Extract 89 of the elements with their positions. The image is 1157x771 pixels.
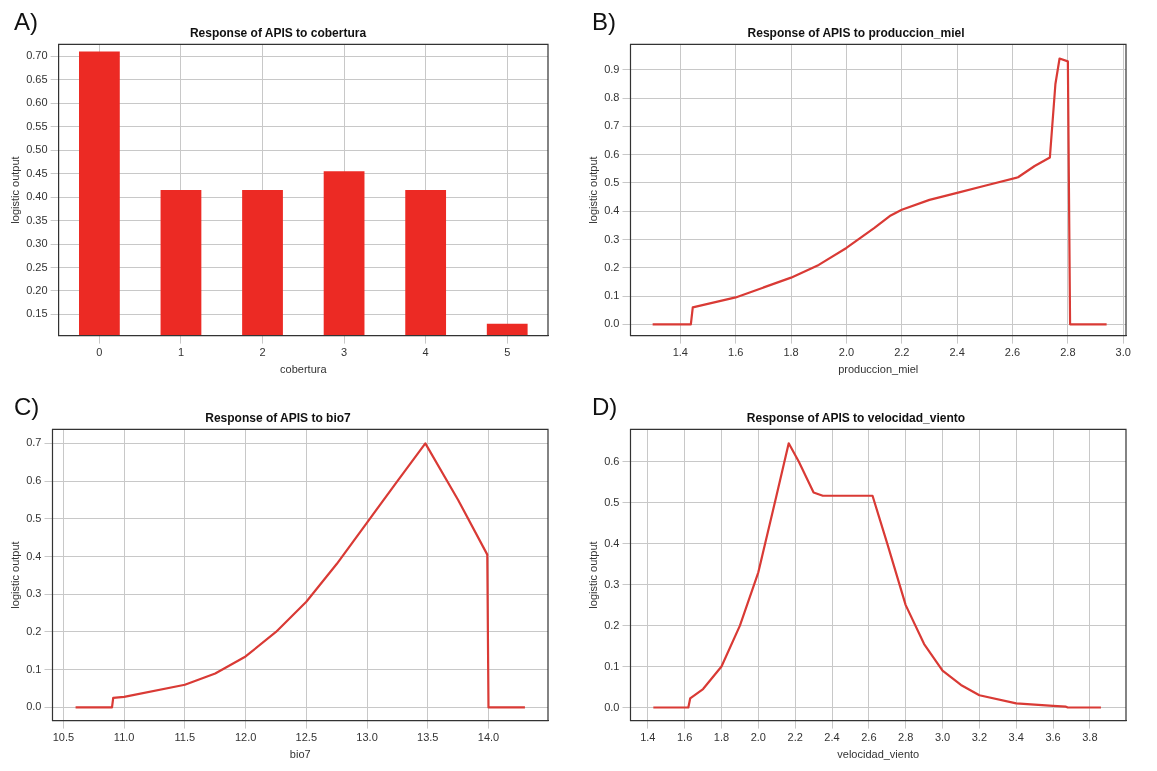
y-tick-label: 0.0 (26, 700, 42, 713)
x-tick-label: 2.4 (949, 346, 965, 359)
y-tick-label: 0.1 (604, 289, 620, 302)
x-axis-title: produccion_miel (838, 363, 919, 376)
y-tick-label: 0.4 (26, 549, 42, 562)
x-tick-label: 13.5 (417, 731, 439, 744)
y-tick-label: 0.2 (26, 624, 42, 637)
y-tick-label: 0.25 (26, 260, 48, 273)
x-tick-label: 10.5 (52, 731, 75, 744)
x-tick-label: 1.8 (713, 731, 730, 744)
x-tick-label: 2.0 (838, 346, 855, 359)
y-axis-title: logistic output (8, 541, 21, 609)
y-tick-label: 0.50 (26, 143, 48, 156)
text: A) (14, 8, 38, 36)
x-tick-label: 2.6 (861, 731, 877, 744)
x-tick-label: 13.0 (356, 731, 378, 744)
chart-title: Response of APIS to velocidad_viento (746, 410, 966, 425)
y-tick-label: 0.65 (26, 72, 48, 85)
y-tick-label: 0.0 (604, 700, 620, 713)
x-axis-title: bio7 (289, 748, 311, 761)
x-tick-label: 1.4 (672, 346, 688, 359)
x-tick-label: 1.4 (640, 731, 656, 744)
y-tick-label: 0.1 (604, 659, 620, 672)
y-tick-label: 0.6 (26, 474, 42, 487)
y-tick-label: 0.70 (26, 49, 48, 62)
y-tick-label: 0.5 (26, 511, 42, 524)
y-tick-label: 0.7 (26, 436, 42, 449)
x-tick-label: 3.0 (934, 731, 951, 744)
x-tick-label: 0 (96, 346, 103, 359)
x-tick-label: 12.0 (234, 731, 257, 744)
text: D) (592, 393, 618, 421)
y-tick-label: 0.4 (604, 204, 620, 217)
x-tick-label: 3 (341, 346, 348, 359)
y-tick-label: 0.60 (26, 96, 48, 109)
x-tick-label: 2.8 (898, 731, 914, 744)
x-tick-label: 2.6 (1004, 346, 1021, 359)
x-tick-label: 2.2 (787, 731, 803, 744)
x-tick-label: 3.8 (1082, 731, 1098, 744)
y-axis-title: logistic output (586, 156, 599, 224)
x-tick-label: 2.0 (750, 731, 766, 744)
y-tick-label: 0.9 (604, 62, 620, 75)
x-tick-label: 3.6 (1045, 731, 1061, 744)
x-tick-label: 11.5 (174, 731, 196, 744)
y-tick-label: 0.3 (604, 232, 620, 245)
y-tick-label: 0.1 (26, 662, 42, 675)
x-tick-label: 2 (259, 346, 266, 359)
x-tick-label: 1.6 (677, 731, 693, 744)
y-tick-label: 0.8 (604, 91, 620, 104)
x-tick-label: 12.5 (295, 731, 318, 744)
text: B) (592, 8, 616, 36)
x-tick-label: 2.8 (1060, 346, 1076, 359)
y-tick-label: 0.2 (604, 260, 620, 273)
x-tick-label: 3.4 (1008, 731, 1024, 744)
x-tick-label: 2.4 (824, 731, 840, 744)
x-tick-label: 1.6 (728, 346, 744, 359)
y-tick-label: 0.20 (26, 284, 48, 297)
x-tick-label: 14.0 (477, 731, 500, 744)
x-tick-label: 11.0 (113, 731, 135, 744)
y-tick-label: 0.45 (26, 166, 48, 179)
y-tick-label: 0.6 (604, 147, 620, 160)
y-tick-label: 0.55 (26, 119, 48, 132)
y-tick-label: 0.3 (26, 587, 42, 600)
chart-title: Response of APIS to produccion_miel (747, 25, 965, 40)
chart-title: Response of APIS to cobertura (189, 25, 367, 40)
y-axis-title: logistic output (586, 541, 599, 609)
x-tick-label: 4 (422, 346, 429, 359)
x-axis-title: cobertura (280, 363, 328, 376)
y-tick-label: 0.30 (26, 237, 48, 250)
y-tick-label: 0.0 (604, 317, 620, 330)
y-tick-label: 0.2 (604, 618, 620, 631)
y-tick-label: 0.35 (26, 213, 48, 226)
x-tick-label: 3.2 (971, 731, 988, 744)
x-tick-label: 1.8 (783, 346, 799, 359)
y-tick-label: 0.6 (604, 454, 620, 467)
y-tick-label: 0.5 (604, 175, 620, 188)
y-axis-title: logistic output (8, 156, 21, 224)
text: C) (14, 393, 40, 421)
y-tick-label: 0.7 (604, 119, 620, 132)
x-tick-label: 2.2 (894, 346, 910, 359)
y-tick-label: 0.4 (604, 536, 620, 549)
x-tick-label: 1 (177, 346, 185, 359)
chart-title: Response of APIS to bio7 (205, 410, 352, 425)
y-tick-label: 0.40 (26, 190, 48, 203)
y-tick-label: 0.5 (604, 495, 620, 508)
y-tick-label: 0.3 (604, 577, 620, 590)
x-tick-label: 3.0 (1115, 346, 1131, 359)
x-tick-label: 5 (504, 346, 511, 359)
y-tick-label: 0.15 (26, 307, 48, 320)
x-axis-title: velocidad_viento (837, 748, 920, 761)
